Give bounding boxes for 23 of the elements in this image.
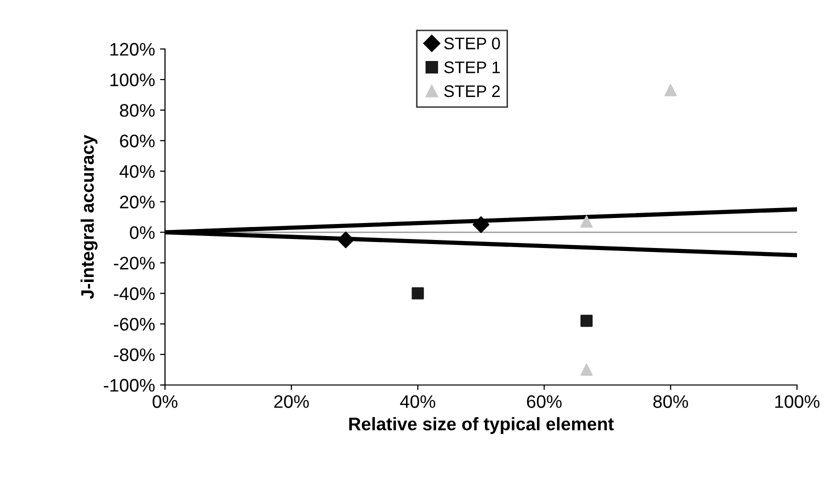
x-tick-label: 20% (274, 395, 309, 408)
x-tick-label: 80% (653, 395, 688, 408)
y-tick-label: 80% (120, 104, 155, 117)
y-axis-title: J-integral accuracy (80, 134, 98, 300)
legend-label: STEP 0 (444, 38, 500, 50)
y-tick-label: 20% (120, 196, 155, 208)
y-tick-label: -80% (114, 348, 155, 362)
x-tick-label: 60% (527, 395, 562, 408)
y-tick-label: 100% (110, 73, 155, 86)
legend-label: STEP 2 (444, 85, 500, 98)
y-tick-label: 0% (130, 226, 155, 239)
y-tick-label: -100% (104, 378, 155, 392)
y-tick-label: -40% (114, 287, 155, 300)
y-tick-label: 40% (120, 165, 155, 178)
y-tick-label: -20% (114, 256, 155, 270)
y-tick-label: -60% (114, 318, 155, 331)
y-tick-label: 60% (120, 134, 155, 148)
legend-label: STEP 1 (444, 61, 500, 74)
x-axis-title: Relative size of typical element (349, 417, 614, 434)
x-tick-label: 40% (400, 395, 436, 408)
x-tick-label: 0% (152, 395, 178, 408)
x-tick-label: 100% (775, 395, 820, 408)
y-tick-label: 120% (110, 42, 155, 56)
